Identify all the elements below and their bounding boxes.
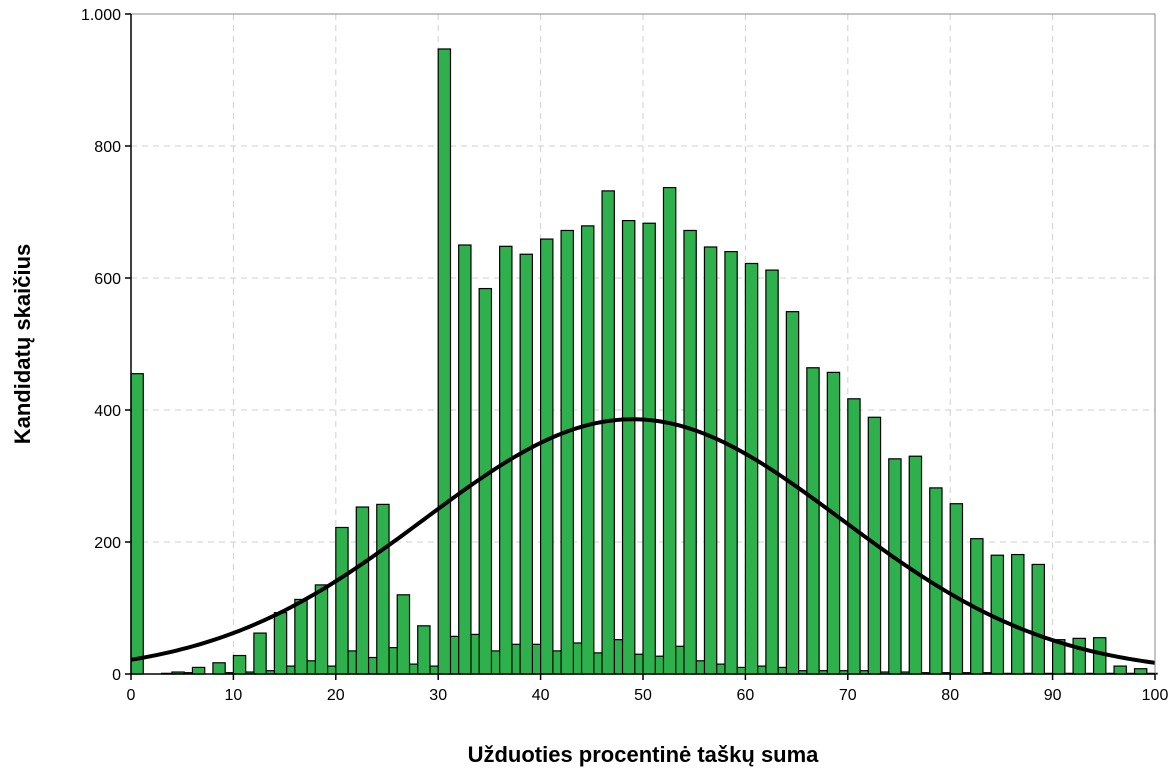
histogram-bar: [683, 229, 697, 675]
histogram-bar: [253, 632, 267, 675]
x-tick-label: 20: [327, 687, 345, 704]
y-tick-label: 200: [94, 535, 121, 552]
histogram-bar: [130, 373, 144, 675]
histogram-bar: [949, 503, 964, 675]
x-tick-label: 90: [1044, 687, 1062, 704]
histogram-bar: [478, 287, 493, 675]
histogram-bar: [580, 225, 595, 675]
histogram-bar: [724, 251, 738, 675]
y-tick-label: 0: [112, 667, 121, 684]
y-tick-label: 400: [94, 403, 121, 420]
histogram-bar: [908, 455, 923, 675]
histogram-bar: [560, 229, 574, 675]
y-tick-label: 600: [94, 271, 121, 288]
x-tick-label: 100: [1142, 687, 1169, 704]
histogram-bar: [294, 598, 308, 675]
axis-ticks: 0 10 20 30 40 50 60 70 80 90 100 0 200 400 600 800 1.000: [81, 7, 1168, 704]
histogram-bar: [273, 612, 288, 675]
x-tick-label: 50: [634, 687, 652, 704]
histogram-bar: [519, 253, 534, 675]
histogram-bar: [1113, 665, 1127, 675]
histogram-bar: [785, 311, 800, 675]
histogram-bar: [621, 219, 636, 675]
histogram-bar: [335, 526, 349, 675]
histogram-bar: [396, 594, 411, 675]
histogram-bar: [662, 186, 677, 675]
x-tick-label: 60: [737, 687, 755, 704]
histogram-bar: [703, 246, 718, 675]
histogram-bar: [314, 584, 329, 675]
histogram-bar: [355, 506, 370, 675]
x-tick-label: 80: [941, 687, 959, 704]
x-tick-label: 30: [429, 687, 447, 704]
x-tick-label: 40: [532, 687, 550, 704]
histogram-bar: [212, 662, 226, 675]
histogram-bar: [417, 625, 431, 675]
histogram-bar: [191, 666, 206, 675]
histogram-bar: [437, 48, 452, 675]
histogram-bar: [376, 503, 390, 675]
y-tick-label: 1.000: [81, 7, 121, 24]
x-tick-label: 0: [127, 687, 136, 704]
histogram-bar: [642, 222, 656, 675]
y-tick-label: 800: [94, 139, 121, 156]
normal-curve: [130, 417, 1156, 665]
x-axis-title: Užduoties procentinė taškų suma: [468, 742, 820, 767]
histogram-bar: [458, 244, 472, 675]
histogram-bar: [232, 654, 247, 675]
x-tick-label: 10: [225, 687, 243, 704]
histogram-bar: [1011, 553, 1025, 675]
histogram-bar: [1031, 563, 1046, 675]
histogram-bar: [847, 398, 861, 675]
histogram-bar: [1072, 637, 1086, 675]
y-axis-title: Kandidatų skaičius: [10, 244, 35, 445]
histogram-bar: [539, 238, 554, 675]
histogram-bar: [806, 367, 820, 675]
histogram-bar: [888, 458, 902, 675]
histogram-bar: [826, 371, 841, 675]
histogram-bar: [601, 190, 615, 675]
histogram-bar: [1133, 668, 1148, 675]
histogram-bar: [744, 262, 759, 675]
x-tick-label: 70: [839, 687, 857, 704]
